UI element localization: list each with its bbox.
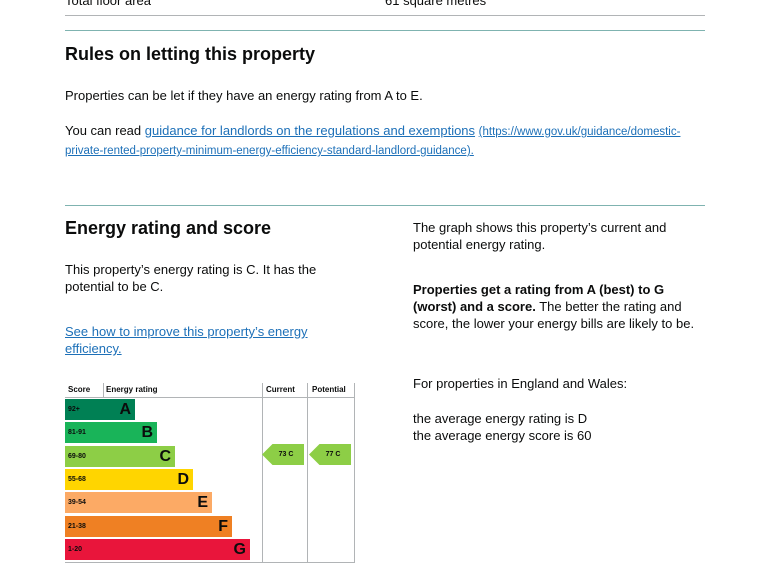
summary-value: 61 square metres [385, 0, 487, 8]
rating-band: 92+ A [65, 399, 135, 420]
score-range: 69-80 [68, 452, 86, 460]
score-range: 92+ [68, 406, 80, 413]
band-letter: E [197, 494, 208, 512]
score-range: 21-38 [68, 522, 86, 530]
column-divider [262, 383, 263, 563]
paragraph: This property’s energy rating is C. It h… [65, 262, 317, 294]
text: The better the rating and score, the low… [413, 299, 695, 331]
potential-arrow: 77 C [309, 444, 351, 465]
paragraph: Properties get a rating from A (best) to… [413, 281, 698, 332]
bottom-rule [65, 562, 355, 563]
section-heading: Rules on letting this property [65, 44, 316, 64]
summary-label: Total floor area [65, 0, 151, 8]
header: Score [68, 385, 91, 394]
link[interactable]: guidance for landlords on the regulation… [144, 123, 476, 138]
paragraph: The graph shows this property’s current … [413, 220, 667, 252]
current-arrow: 73 C [262, 444, 304, 465]
column-divider [354, 383, 355, 563]
band-letter: D [177, 470, 189, 488]
url[interactable]: (https://www.gov.uk/guidance/domestic-pr… [65, 126, 681, 157]
column-divider [103, 383, 104, 397]
header: Energy rating [106, 385, 158, 394]
divider [65, 15, 705, 16]
bold-text: Properties get a rating from A (best) to… [413, 282, 665, 314]
band-letter: F [218, 517, 228, 535]
score-range: 55-68 [68, 475, 86, 483]
band-letter: B [141, 424, 153, 442]
band-letter: G [233, 540, 246, 558]
band-letter: A [119, 401, 131, 418]
rating-band: 55-68 D [65, 468, 193, 490]
paragraph: You can read guidance for landlords on t… [65, 122, 695, 160]
text: You can read [65, 123, 142, 138]
rating-band: 69-80 C [65, 445, 175, 467]
score-range: 81-91 [68, 429, 86, 437]
paragraph: For properties in England and Wales: [413, 376, 628, 391]
column-divider [307, 383, 308, 563]
rating-band: 81-91 B [65, 422, 157, 444]
link[interactable]: See how to improve this property’s energ… [65, 324, 308, 356]
rating-band: 21-38 F [65, 515, 232, 537]
header-rule [65, 397, 355, 398]
header: Current [266, 385, 295, 394]
score-range: 1-20 [68, 545, 83, 553]
paragraph: the average energy rating is D [413, 411, 588, 426]
rating-band: 1-20 G [65, 538, 250, 560]
epc-chart: Score Energy rating Current Potential 73… [65, 383, 355, 563]
band-letter: C [159, 447, 171, 465]
header: Potential [312, 385, 346, 394]
paragraph: the average energy score is 60 [413, 428, 592, 443]
divider [65, 205, 705, 206]
score-range: 39-54 [68, 499, 86, 507]
divider [65, 30, 705, 31]
rating-band: 39-54 E [65, 492, 212, 514]
paragraph: Properties can be let if they have an en… [65, 88, 423, 103]
section-heading: Energy rating and score [65, 218, 272, 238]
